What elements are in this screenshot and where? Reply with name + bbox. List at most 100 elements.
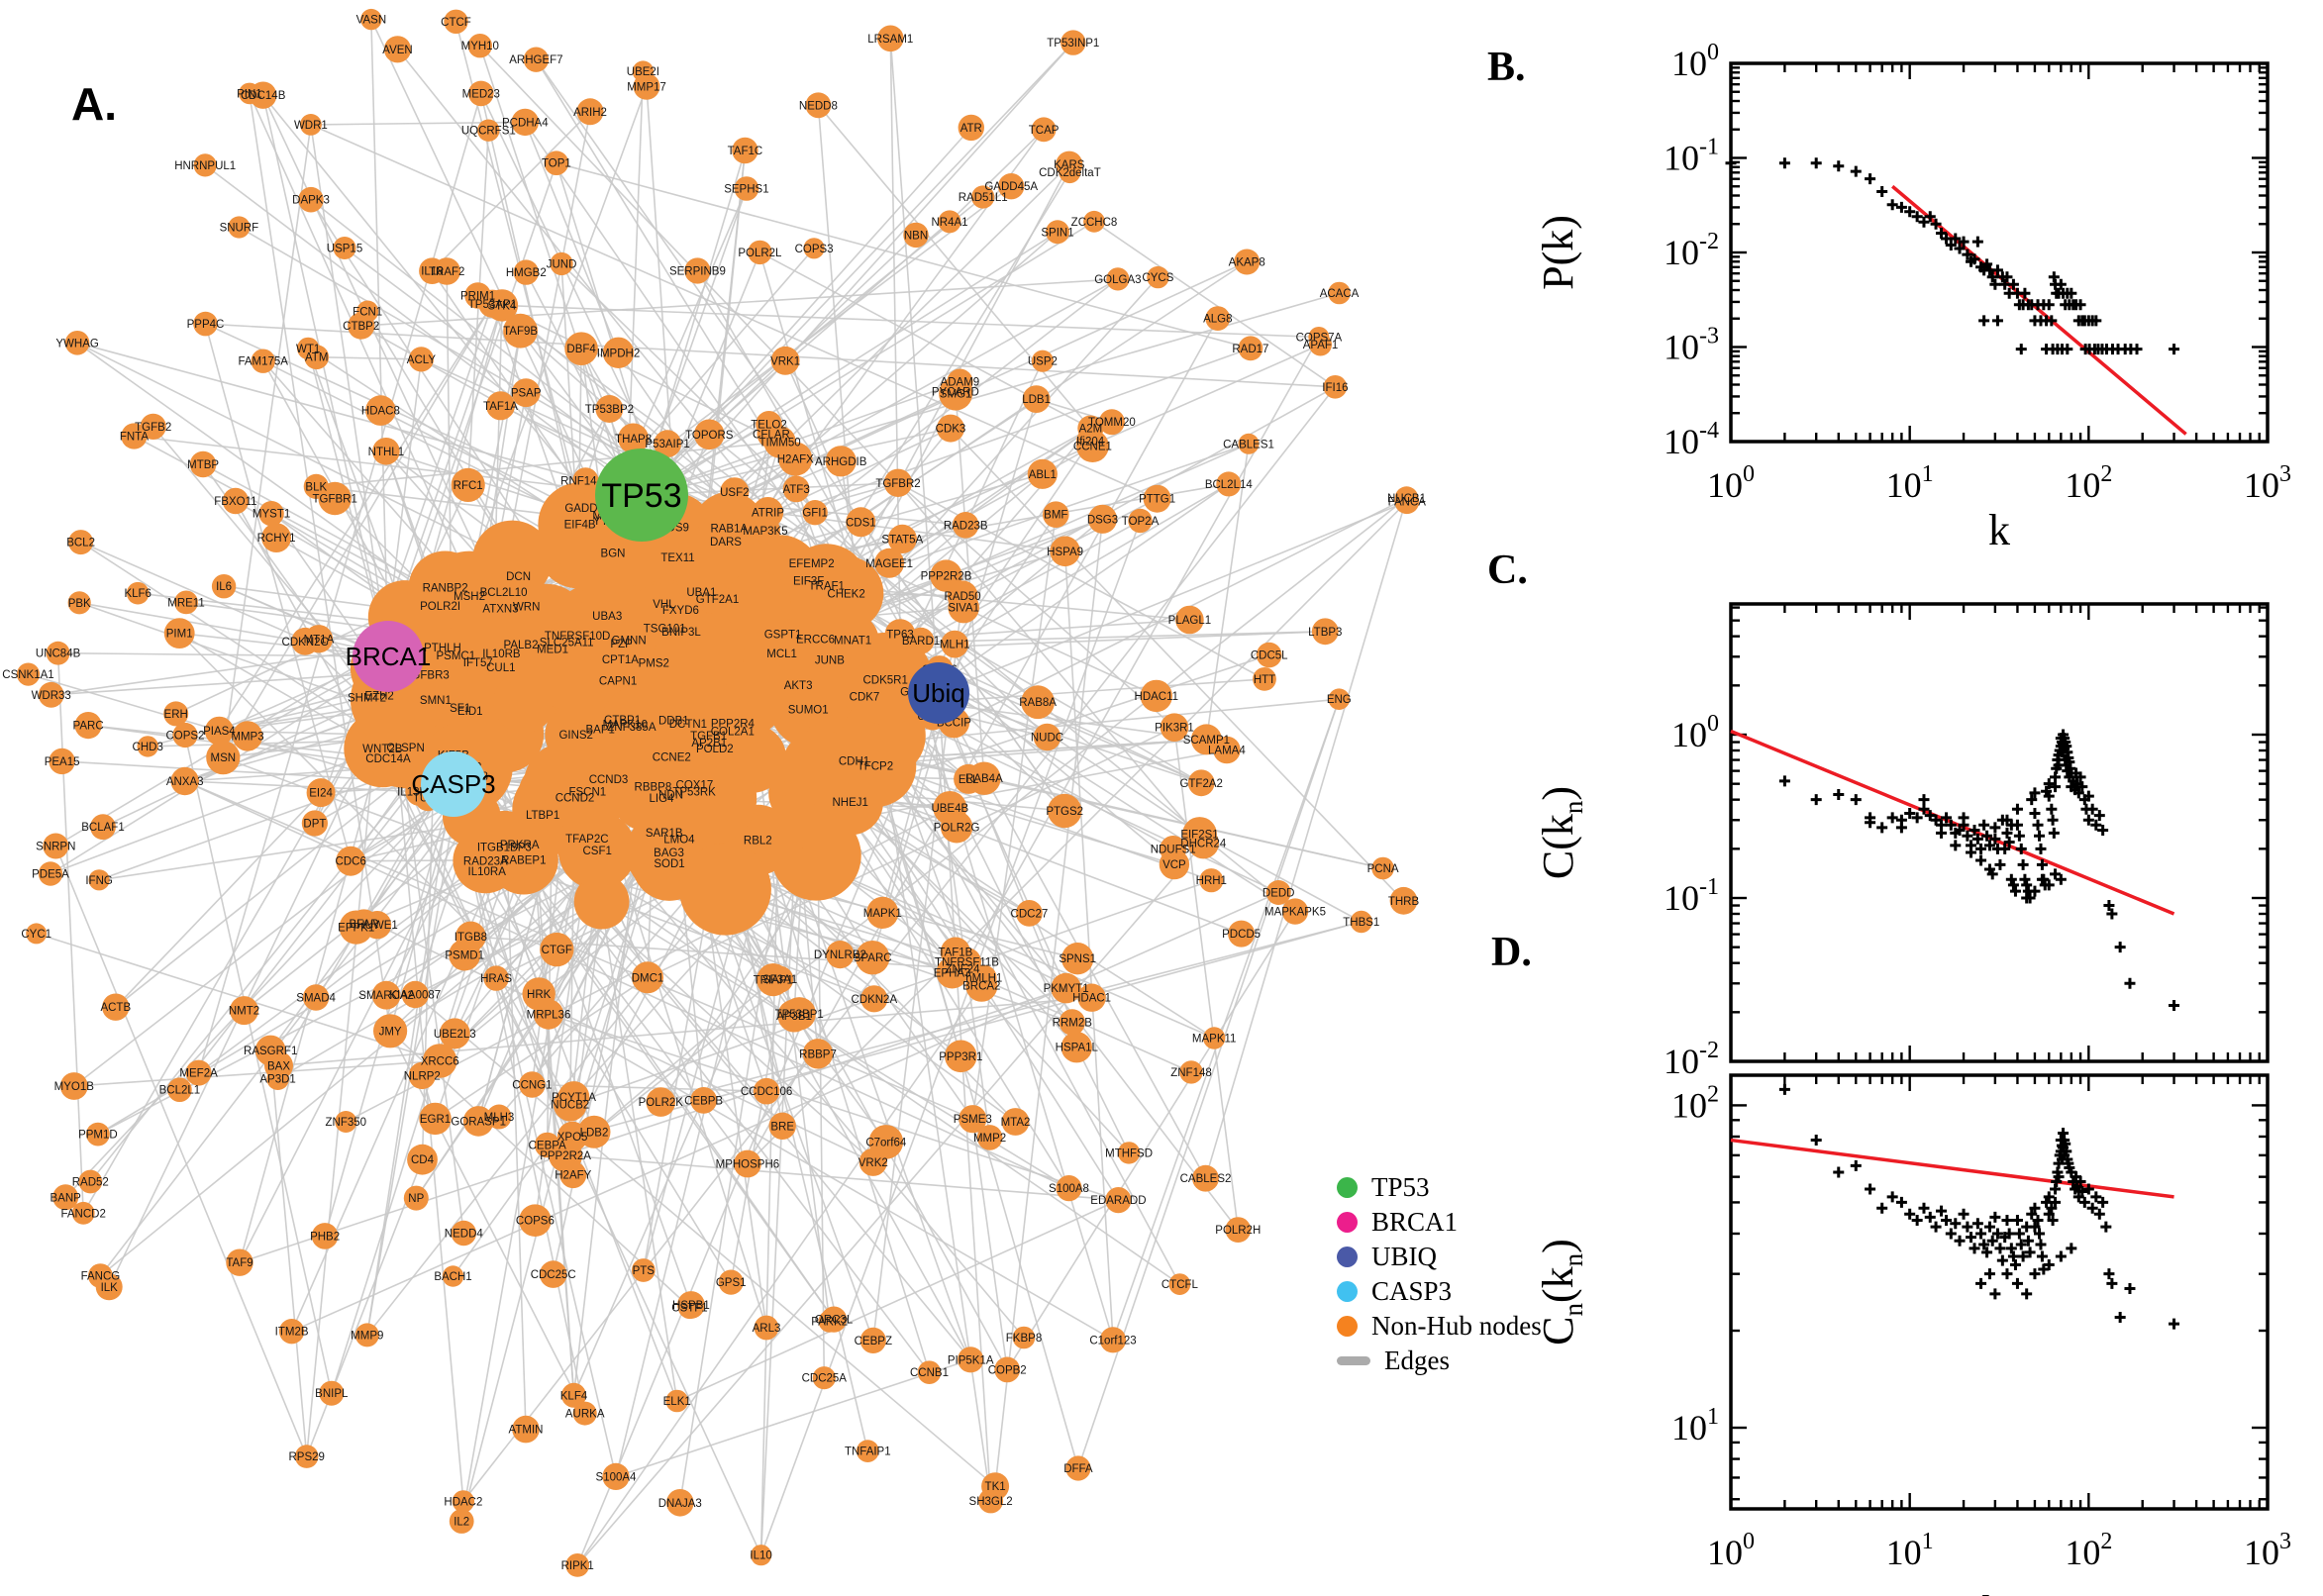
data-point	[1935, 1205, 1947, 1217]
network-node-label: TGFBR2	[875, 478, 920, 490]
network-node-label: NHEJ1	[832, 797, 867, 809]
data-point	[1895, 201, 1907, 213]
data-point	[1962, 830, 1973, 842]
network-node	[71, 1201, 95, 1225]
network-edge	[310, 124, 1158, 500]
network-node	[752, 496, 784, 529]
network-node	[1234, 249, 1261, 275]
data-point	[2005, 873, 2017, 885]
x-tick-label: 100	[1707, 1529, 1755, 1572]
data-point	[2050, 868, 2062, 880]
data-point	[2103, 1268, 2115, 1280]
network-node-label: CABLES1	[1223, 439, 1274, 450]
data-point	[1950, 233, 1962, 245]
network-node-label: RBL2	[744, 835, 772, 847]
network-node-label: BNIP3L	[661, 627, 701, 639]
network-node-label: ZNF350	[326, 1117, 367, 1129]
data-point	[2048, 827, 2060, 839]
network-node-label: ZNF24	[945, 963, 980, 975]
network-node	[206, 741, 241, 775]
network-node-label: CDK2deltaT	[1039, 167, 1101, 179]
network-node-label: GTF2A1	[696, 594, 739, 606]
network-node-label: TNFAIP1	[845, 1446, 891, 1458]
data-point	[1971, 1218, 1983, 1230]
network-node	[647, 741, 710, 803]
network-node-label: FANCD2	[61, 1208, 106, 1220]
network-node-label: LTBP1	[526, 810, 559, 822]
network-node-label: COPS2	[166, 731, 205, 743]
network-node-label: BCLAF1	[81, 822, 124, 834]
network-node-label: PKMYT1	[1044, 983, 1089, 995]
network-node-label: MAPKAPK5	[1264, 907, 1326, 919]
network-node-label: DSG3	[1087, 514, 1118, 526]
data-point	[1924, 211, 1936, 223]
legend-label: CASP3	[1371, 1276, 1453, 1306]
data-point	[2090, 819, 2102, 831]
data-point	[2026, 794, 2038, 806]
network-node-label: CCNB1	[910, 1367, 949, 1379]
network-node-label: CYC1	[21, 929, 51, 941]
network-node-label: BNIPL	[315, 1388, 349, 1400]
network-node	[473, 857, 501, 885]
network-node-label: HNRNPUL1	[174, 160, 236, 172]
network-node-label: GMNN	[612, 635, 647, 647]
network-node-label: FXYD6	[662, 605, 699, 617]
hub-node-label: CASP3	[411, 769, 495, 799]
y-tick-label: 10-1	[1664, 135, 1719, 178]
network-node-label: S100A4	[596, 1471, 638, 1483]
network-node	[1065, 1455, 1091, 1481]
data-point	[1986, 868, 1998, 880]
network-node-label: CCND3	[589, 774, 629, 786]
x-axis-label: k	[1988, 506, 2010, 554]
network-node-label: STAT5A	[881, 534, 923, 546]
network-node	[1056, 150, 1083, 178]
network-node-label: PARK2	[811, 1317, 848, 1329]
network-node-label: DFFA	[1063, 1463, 1093, 1475]
network-edge	[560, 262, 1049, 739]
network-node-label: CEBPZ	[855, 1336, 892, 1347]
network-node	[486, 391, 515, 421]
network-node-label: CTCF	[441, 17, 471, 29]
network-node-label: PCYT1A	[552, 1092, 596, 1104]
chart-d: 100 101 102 103 102 101 kn Cn(kn)	[1534, 1073, 2291, 1596]
data-point	[2024, 1247, 2036, 1258]
network-node	[464, 282, 491, 309]
network-node-label: MEF2A	[179, 1068, 218, 1080]
network-node	[868, 1125, 904, 1159]
network-node-label: WDR1	[294, 120, 328, 132]
data-point	[1876, 822, 1888, 834]
network-node	[1225, 1217, 1252, 1243]
network-edge	[938, 692, 1073, 1023]
network-node	[477, 119, 500, 142]
data-point	[2001, 1268, 2013, 1280]
data-point	[2086, 1202, 2098, 1214]
network-node	[937, 414, 964, 443]
network-node-label: FSCN1	[568, 787, 606, 799]
data-point	[1778, 1083, 1790, 1095]
network-node	[38, 681, 64, 708]
network-node-label: THAP8	[615, 434, 652, 446]
network-node-label: ACLY	[407, 354, 437, 366]
network-node-label: BAP1	[585, 725, 614, 737]
data-point	[2072, 787, 2084, 799]
network-node-label: CTBP1	[604, 715, 641, 727]
network-node	[768, 793, 825, 849]
network-node	[567, 832, 624, 888]
network-node-label: MED23	[462, 88, 500, 100]
network-node	[782, 475, 810, 503]
network-node-label: ANXA3	[166, 776, 204, 788]
data-point	[2017, 858, 2029, 870]
network-node	[126, 581, 150, 605]
network-node-label: ADAM9	[941, 377, 980, 389]
network-node-label: EPHA3	[934, 968, 971, 980]
network-node-label: CSF1	[582, 846, 611, 857]
x-tick-label: 103	[2244, 461, 2291, 505]
network-node	[189, 450, 217, 478]
network-node-label: PIM1	[166, 629, 193, 641]
data-point	[2106, 1277, 2118, 1289]
data-point	[2124, 977, 2136, 989]
network-node	[449, 939, 481, 971]
data-point	[2082, 814, 2094, 826]
network-node	[232, 721, 263, 751]
